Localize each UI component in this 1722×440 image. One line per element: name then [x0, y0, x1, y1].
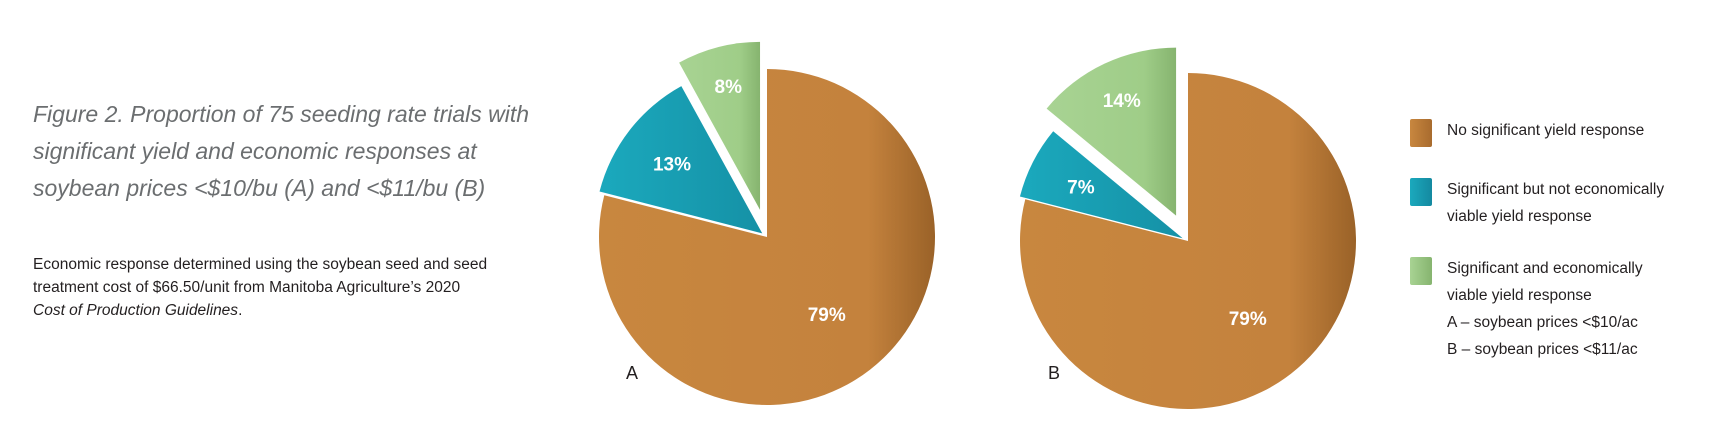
figure-note: Economic response determined using the s…: [33, 253, 503, 322]
legend-text-2: Significant but not economically viable …: [1447, 176, 1717, 230]
legend-swatch-blue: [1410, 178, 1432, 206]
pie-label-a: A: [626, 363, 638, 383]
legend-text-1: No significant yield response: [1447, 117, 1717, 144]
legend-swatch-brown: [1410, 119, 1432, 147]
pie-a-label-not-economic: 13%: [653, 154, 691, 175]
legend-swatch-green: [1410, 257, 1432, 285]
pie-b-slice-not-economic: [1019, 131, 1183, 239]
pie-a-label-economic: 8%: [715, 77, 743, 98]
pie-a-slice-no-significant: [598, 69, 935, 406]
note-line-1: Economic response determined using the s…: [33, 256, 488, 273]
legend-2-line-1: Significant but not economically: [1447, 181, 1665, 198]
legend-3-line-4: B – soybean prices <$11/ac: [1447, 341, 1638, 358]
legend-text-3: Significant and economically viable yiel…: [1447, 255, 1717, 363]
legend-3-line-2: viable yield response: [1447, 287, 1592, 304]
legend-1-line-1: No significant yield response: [1447, 122, 1645, 139]
pie-a-label-no-significant: 79%: [808, 305, 846, 326]
pie-label-b: B: [1048, 363, 1060, 383]
pie-b-slice-economic: [1046, 47, 1177, 216]
legend-2-line-2: viable yield response: [1447, 208, 1592, 225]
pie-chart-a: 79% 13% 8%: [598, 41, 935, 406]
figure-title-line-3: soybean prices <$10/bu (A) and <$11/bu (…: [33, 175, 486, 201]
note-line-2: treatment cost of $66.50/unit from Manit…: [33, 279, 461, 296]
note-line-3-tail: .: [238, 302, 243, 319]
pie-b-label-no-significant: 79%: [1229, 309, 1267, 330]
note-line-3: Cost of Production Guidelines.: [33, 299, 503, 322]
figure-title: Figure 2. Proportion of 75 seeding rate …: [33, 96, 593, 207]
figure-title-line-2: significant yield and economic responses…: [33, 138, 477, 164]
pie-a-slice-not-economic: [599, 86, 763, 234]
pie-a-slice-economic: [679, 41, 761, 210]
pie-chart-b: 79% 7% 14%: [1019, 47, 1357, 409]
legend-3-line-3: A – soybean prices <$10/ac: [1447, 314, 1638, 331]
pie-b-label-not-economic: 7%: [1067, 177, 1095, 198]
legend-3-line-1: Significant and economically: [1447, 260, 1643, 277]
pie-b-label-economic: 14%: [1103, 91, 1141, 112]
figure-title-line-1: Figure 2. Proportion of 75 seeding rate …: [33, 101, 530, 127]
pie-b-slice-no-significant: [1019, 73, 1357, 409]
note-source-title: Cost of Production Guidelines: [33, 302, 239, 319]
